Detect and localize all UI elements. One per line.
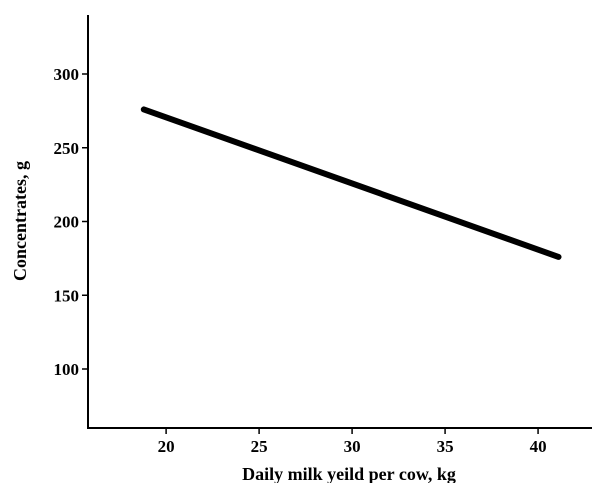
x-tick-label: 30 (344, 437, 361, 456)
x-axis-title: Daily milk yeild per cow, kg (242, 464, 456, 483)
y-tick-label: 200 (54, 213, 80, 232)
series-line (144, 109, 559, 257)
y-tick-label: 250 (54, 139, 80, 158)
y-tick-label: 100 (54, 360, 80, 379)
plot-area: 100 150 200 250 300 20 25 30 35 40 (54, 15, 592, 456)
y-axis-title: Concentrates, g (10, 161, 30, 281)
y-tick-label: 150 (54, 286, 80, 305)
x-tick-label: 20 (158, 437, 175, 456)
x-tick-label: 35 (437, 437, 454, 456)
x-tick-label: 25 (251, 437, 268, 456)
x-tick-label: 40 (530, 437, 547, 456)
y-tick-label: 300 (54, 65, 80, 84)
